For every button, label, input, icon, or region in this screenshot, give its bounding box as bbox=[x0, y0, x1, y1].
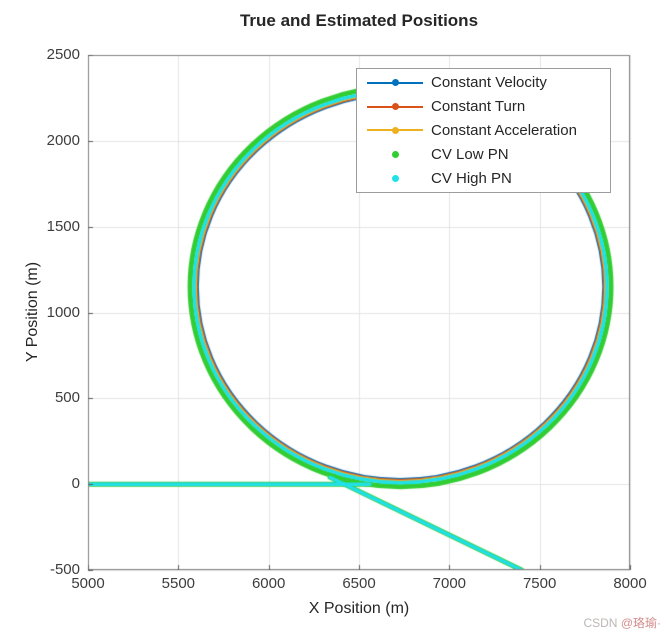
y-axis-label: Y Position (m) bbox=[24, 261, 41, 363]
legend-item-cv-low-pn: CV Low PN bbox=[357, 142, 610, 166]
dot-marker-icon bbox=[391, 150, 399, 158]
legend-item-constant-turn: Constant Turn bbox=[357, 95, 610, 119]
dot-marker-icon bbox=[391, 126, 399, 134]
x-axis-label: X Position (m) bbox=[308, 600, 410, 617]
dot-marker-icon bbox=[391, 103, 399, 111]
watermark-user: @珞瑜· bbox=[620, 616, 661, 630]
legend-label: CV High PN bbox=[431, 169, 512, 187]
legend-item-cv-high-pn: CV High PN bbox=[357, 166, 610, 190]
legend-line-dot-marker bbox=[367, 95, 423, 119]
watermark-prefix: CSDN bbox=[583, 616, 618, 630]
legend-label: Constant Turn bbox=[431, 98, 526, 116]
legend-dot-marker bbox=[367, 166, 423, 190]
legend-item-constant-acceleration: Constant Acceleration bbox=[357, 119, 610, 143]
legend-label: Constant Acceleration bbox=[431, 121, 577, 139]
dot-marker-icon bbox=[391, 79, 399, 87]
dot-marker-icon bbox=[391, 174, 399, 182]
legend-label: CV Low PN bbox=[431, 145, 509, 163]
legend-dot-marker bbox=[367, 142, 423, 166]
chart-title: True and Estimated Positions bbox=[239, 11, 479, 30]
legend: Constant Velocity Constant Turn Constant… bbox=[356, 68, 611, 193]
legend-label: Constant Velocity bbox=[431, 74, 547, 92]
watermark: CSDN @珞瑜· bbox=[583, 614, 661, 631]
legend-line-dot-marker bbox=[367, 119, 423, 143]
legend-item-constant-velocity: Constant Velocity bbox=[357, 71, 610, 95]
legend-line-dot-marker bbox=[367, 71, 423, 95]
